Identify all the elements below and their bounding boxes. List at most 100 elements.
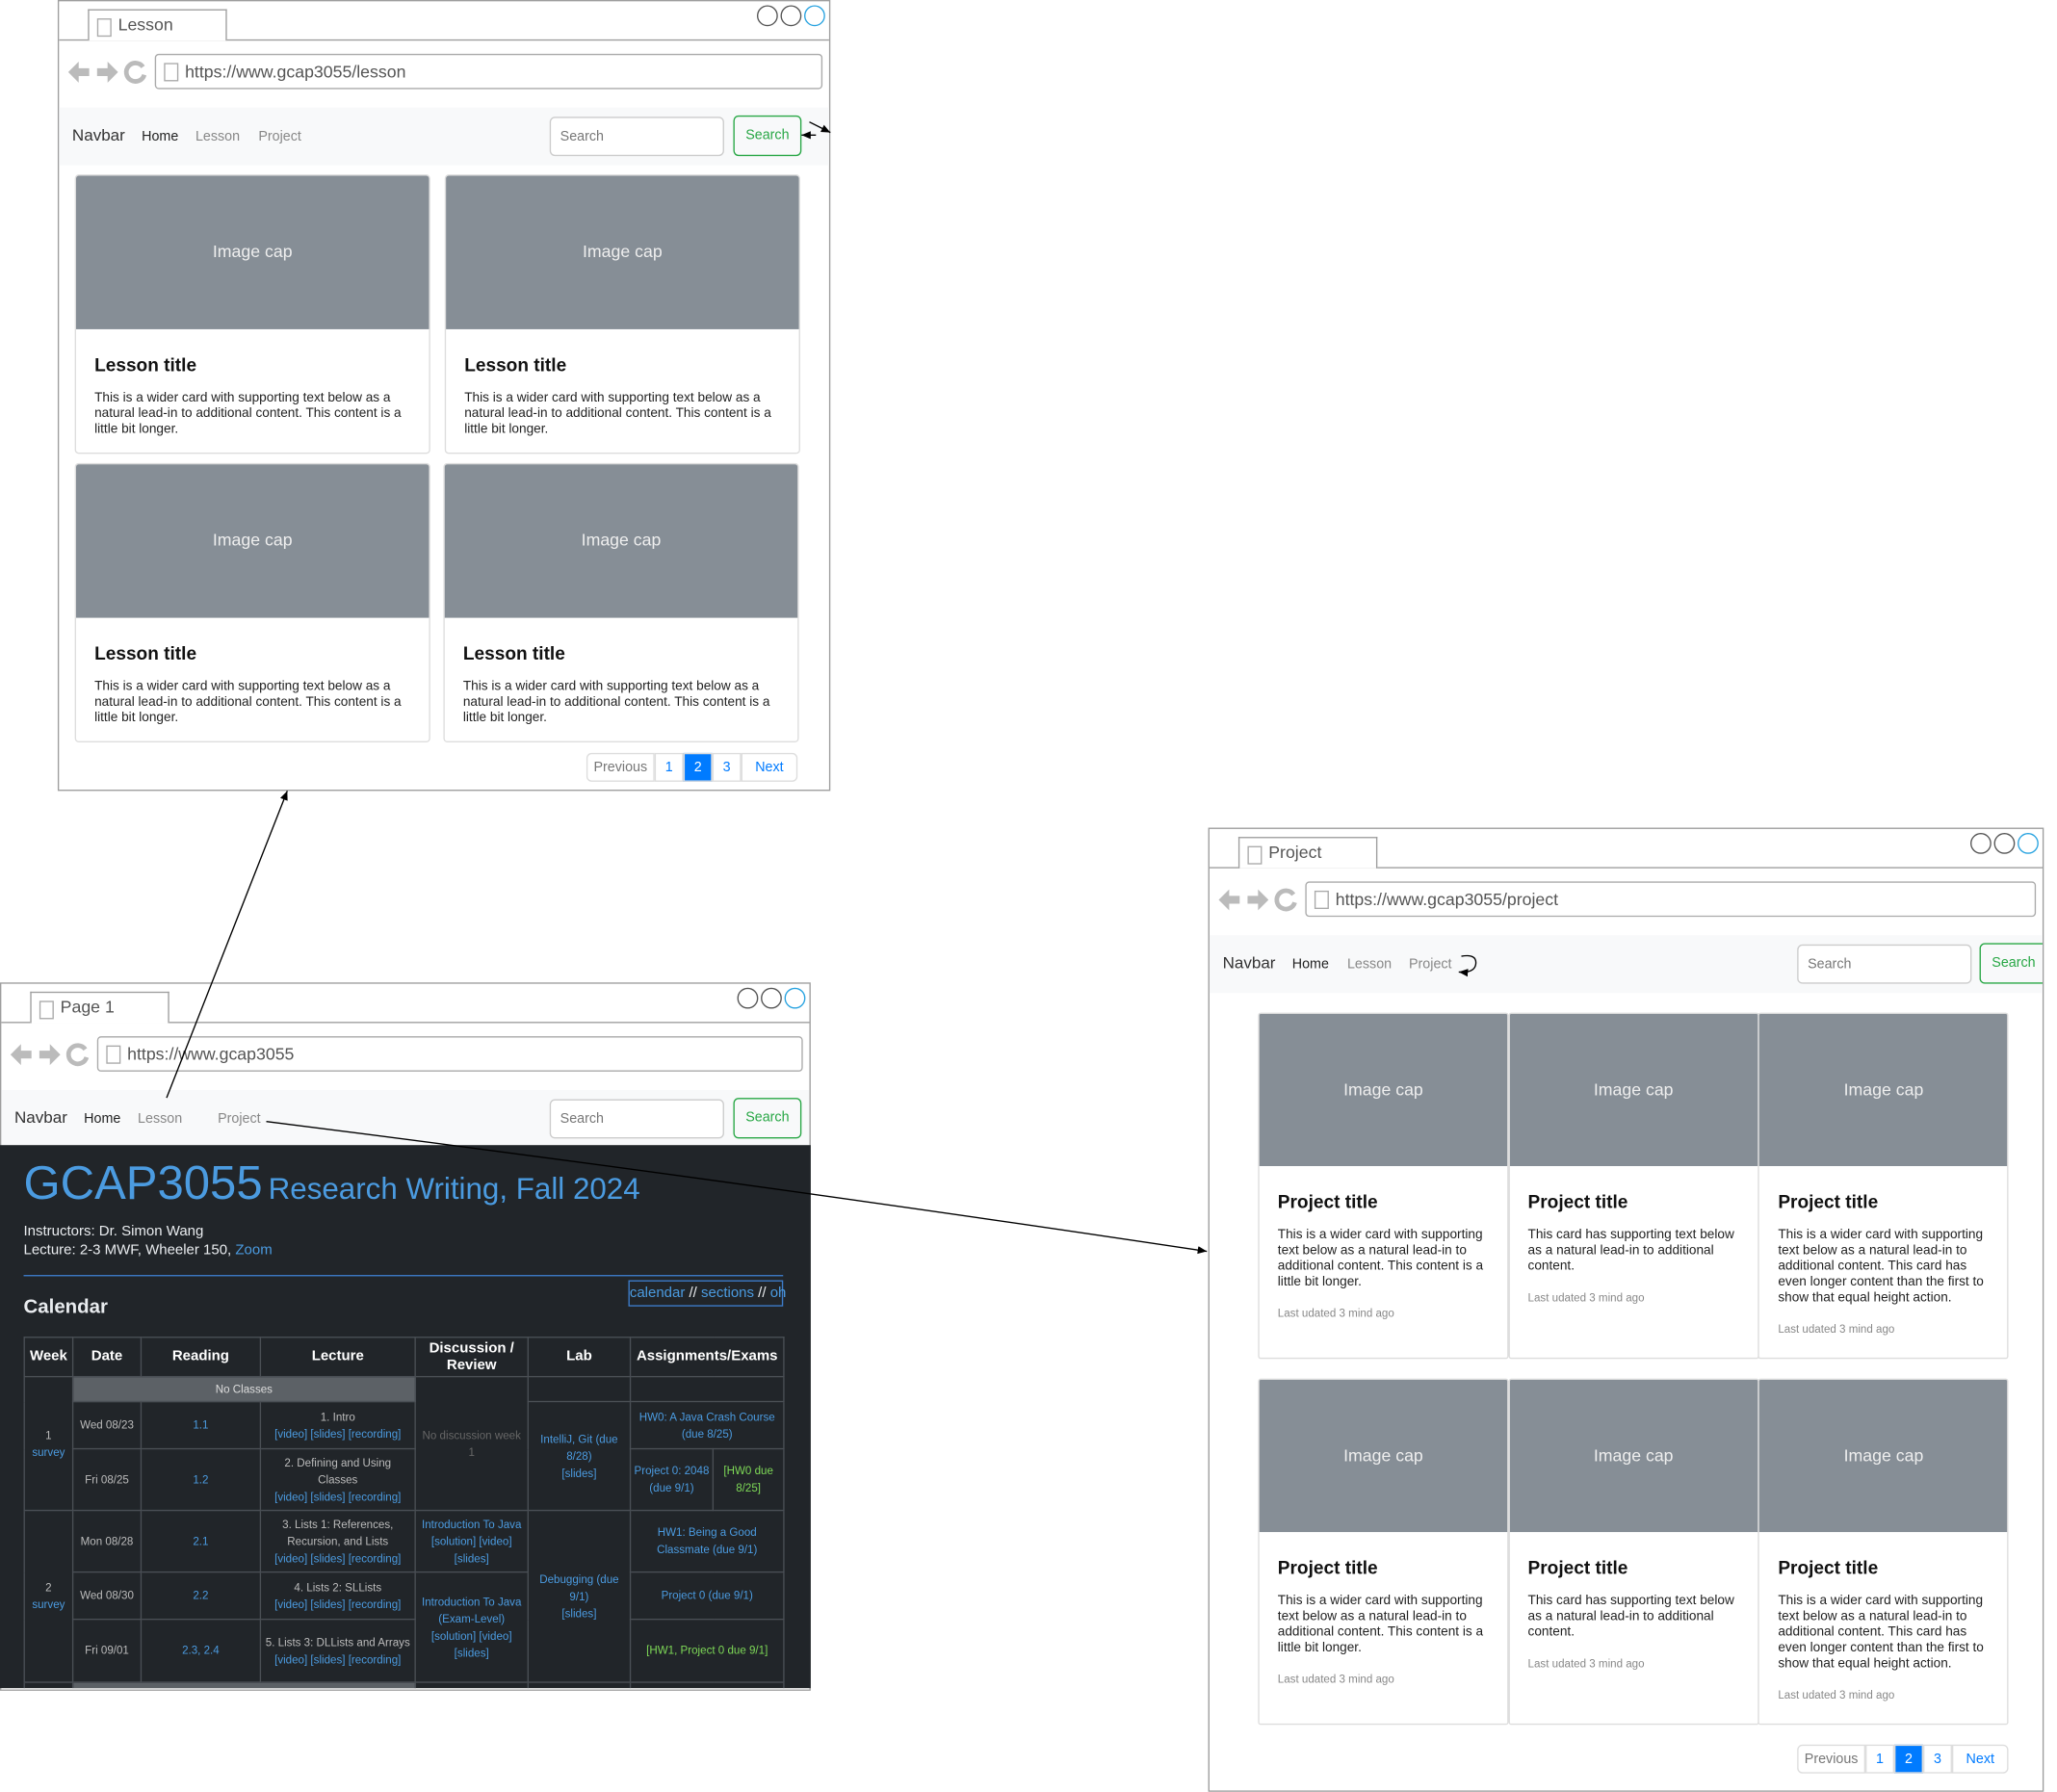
search-input[interactable]: Search — [1797, 944, 1972, 984]
nav-link[interactable]: Project — [218, 1110, 261, 1128]
card[interactable]: Image cap Project title This is a wider ca… — [1258, 1012, 1509, 1360]
address-bar[interactable]: https://www.gcap3055 — [96, 1036, 803, 1072]
forward-icon[interactable] — [1247, 889, 1269, 911]
reload-icon[interactable] — [65, 1043, 90, 1067]
navbar-brand[interactable]: Navbar — [1222, 953, 1276, 973]
survey-link[interactable]: survey — [32, 1597, 65, 1611]
pagination-item[interactable]: Next — [1951, 1744, 2009, 1774]
sections-link[interactable]: sections — [701, 1285, 755, 1302]
navbar-brand[interactable]: Navbar — [71, 125, 125, 144]
reading-cell[interactable]: 2.1 — [140, 1509, 262, 1573]
reload-icon[interactable] — [1274, 888, 1297, 912]
lecture-links[interactable]: [video] [slides] [recording] — [274, 1489, 402, 1503]
tab[interactable]: Lesson — [88, 9, 227, 41]
navbar-brand[interactable]: Navbar — [13, 1108, 67, 1128]
card[interactable]: Image cap Project title This is a wider ca… — [1758, 1012, 2010, 1360]
card[interactable]: Image cap Lesson title This is a wider car… — [444, 174, 800, 454]
address-bar[interactable]: https://www.gcap3055/lesson — [154, 53, 823, 90]
tab[interactable]: Page 1 — [30, 991, 169, 1024]
discussion-links[interactable]: [solution] [video] — [430, 1628, 512, 1642]
card-title: Project title — [1277, 1190, 1378, 1212]
nav-link[interactable]: Home — [142, 128, 179, 144]
discussion-slides[interactable]: [slides] — [454, 1645, 489, 1659]
search-button[interactable]: Search — [1979, 943, 2043, 984]
reading-cell[interactable]: 2.3, 2.4 — [140, 1618, 262, 1683]
pagination-item[interactable]: Previous — [586, 752, 655, 782]
address-bar[interactable]: https://www.gcap3055/project — [1305, 881, 2037, 918]
nav-link[interactable]: Home — [84, 1110, 121, 1128]
assignment-cell[interactable]: HW1: Being a Good Classmate (due 9/1) — [629, 1509, 785, 1573]
pagination-item[interactable]: 1 — [654, 752, 684, 782]
window-button[interactable] — [804, 5, 825, 27]
card-body: Project title This is a wider card with s… — [1778, 1557, 1992, 1701]
card[interactable]: Image cap Project title This is a wider ca… — [1258, 1378, 1509, 1726]
header-cell: Reading — [140, 1337, 262, 1378]
pagination-item[interactable]: 2 — [1894, 1744, 1923, 1774]
card[interactable]: Image cap Project title This is a wider ca… — [1758, 1378, 2010, 1726]
oh-link[interactable]: oh — [769, 1285, 787, 1302]
pagination-item[interactable]: 1 — [1865, 1744, 1895, 1774]
pagination-item[interactable]: 3 — [1922, 1744, 1952, 1774]
nav-link[interactable]: Project — [258, 128, 301, 144]
reading-cell[interactable]: 1.2 — [140, 1447, 262, 1512]
assignment-cell[interactable]: Project 0 (due 9/1) — [629, 1571, 785, 1621]
calendar-link[interactable]: calendar — [629, 1285, 686, 1302]
search-input[interactable]: Search — [549, 1099, 724, 1139]
back-icon[interactable] — [10, 1044, 32, 1066]
forward-icon[interactable] — [96, 62, 118, 83]
header-row: Week Date Reading Lecture Discussion / R… — [23, 1337, 785, 1378]
nav-link[interactable]: Lesson — [138, 1110, 183, 1128]
discussion-title[interactable]: Introduction To Java — [421, 1517, 522, 1531]
lab-title[interactable]: Debugging (due 9/1) — [539, 1571, 619, 1602]
window-button[interactable] — [2018, 832, 2039, 854]
reading-cell[interactable]: 2.2 — [140, 1571, 262, 1621]
search-button[interactable]: Search — [733, 115, 802, 157]
lab-slides[interactable]: [slides] — [561, 1466, 597, 1479]
nav-link[interactable]: Home — [1291, 956, 1329, 973]
window-button[interactable] — [761, 987, 782, 1009]
search-input[interactable]: Search — [549, 117, 724, 157]
pagination-item[interactable]: Next — [741, 752, 798, 782]
pagination-item[interactable]: 2 — [683, 752, 713, 782]
card[interactable]: Image cap Lesson title This is a wider car… — [74, 462, 430, 743]
window-button[interactable] — [780, 5, 802, 27]
card[interactable]: Image cap Project title This card has supp… — [1508, 1378, 1759, 1726]
card[interactable]: Image cap Lesson title This is a wider car… — [74, 174, 430, 454]
back-icon[interactable] — [67, 62, 90, 83]
survey-link[interactable]: survey — [32, 1444, 65, 1459]
lecture-links[interactable]: [video] [slides] [recording] — [274, 1426, 402, 1441]
reading-cell[interactable]: 1.1 — [140, 1400, 262, 1450]
discussion-title[interactable]: Introduction To Java (Exam-Level) — [421, 1594, 522, 1625]
discussion-slides[interactable]: [slides] — [454, 1550, 489, 1565]
window-button[interactable] — [756, 5, 778, 27]
lecture-links[interactable]: [video] [slides] [recording] — [274, 1597, 402, 1611]
pagination-item[interactable]: 3 — [712, 752, 742, 782]
search-button[interactable]: Search — [733, 1098, 802, 1139]
window-button[interactable] — [1993, 832, 2016, 854]
lab-slides[interactable]: [slides] — [561, 1606, 597, 1620]
card[interactable]: Image cap Lesson title This is a wider car… — [443, 462, 799, 743]
lab-title[interactable]: IntelliJ, Git (due 8/28) — [540, 1431, 618, 1463]
assignment-cell[interactable]: HW0: A Java Crash Course (due 8/25) — [629, 1400, 785, 1450]
reload-icon[interactable] — [123, 61, 147, 84]
tab[interactable]: Project — [1237, 837, 1378, 869]
lecture-links[interactable]: [video] [slides] [recording] — [274, 1550, 402, 1565]
forward-icon[interactable] — [39, 1044, 61, 1066]
nav-link[interactable]: Project — [1409, 956, 1452, 973]
nav-link[interactable]: Lesson — [195, 128, 241, 144]
assignment-cell[interactable]: Project 0: 2048 (due 9/1) — [629, 1447, 715, 1512]
lecture-links[interactable]: [video] [slides] [recording] — [274, 1651, 402, 1666]
browser-window: Lesson https://www.gcap3055/lesson Navbar H… — [57, 0, 831, 792]
window-button[interactable] — [1970, 832, 1992, 854]
back-icon[interactable] — [1218, 889, 1240, 911]
discussion-links[interactable]: [solution] [video] — [430, 1534, 512, 1547]
window-button[interactable] — [737, 987, 759, 1009]
card[interactable]: Image cap Project title This card has supp… — [1508, 1012, 1759, 1360]
pagination-item[interactable]: Previous — [1797, 1744, 1866, 1774]
separator: // — [758, 1285, 767, 1302]
window-button[interactable] — [784, 987, 806, 1009]
nav-link[interactable]: Lesson — [1346, 956, 1393, 973]
empty-cell — [629, 1681, 785, 1689]
zoom-link[interactable]: Zoom — [235, 1242, 273, 1259]
tab-icon — [96, 18, 112, 38]
